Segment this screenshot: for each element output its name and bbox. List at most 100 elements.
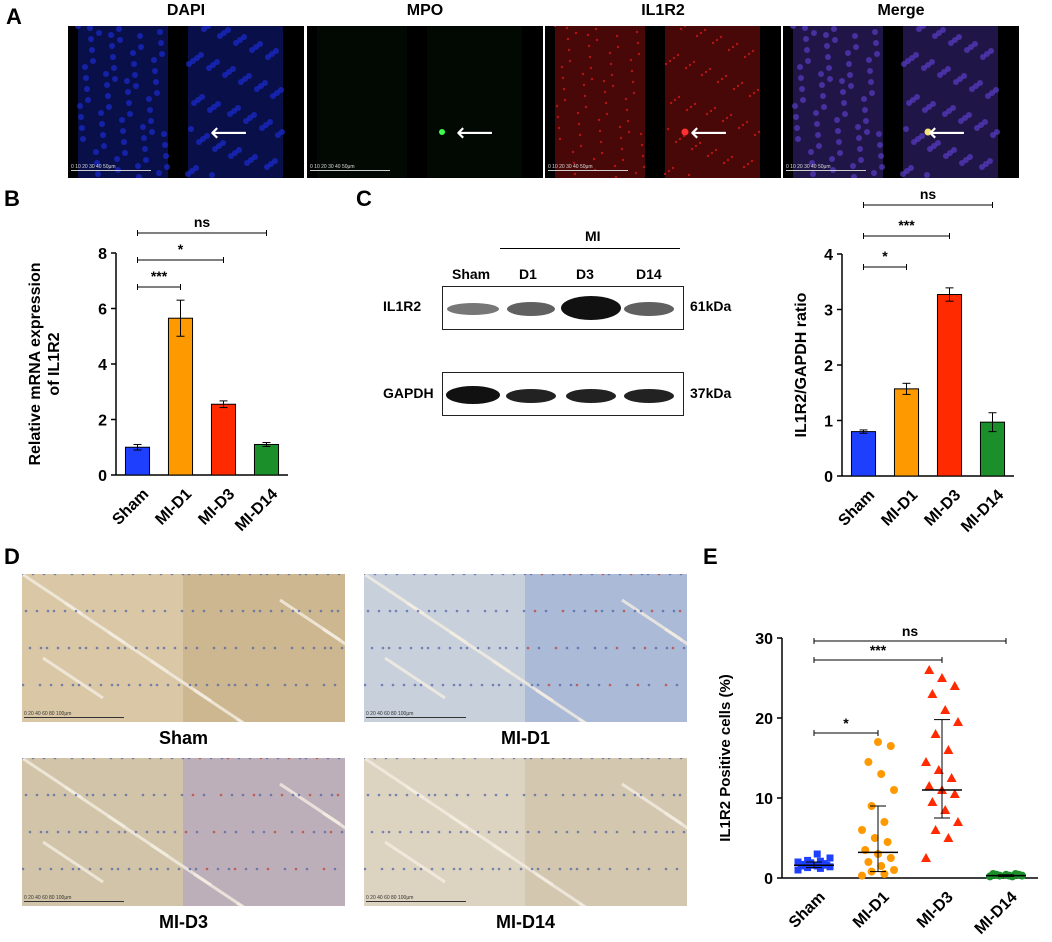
y-tick-label: 10 — [755, 791, 773, 808]
tissue-strip — [555, 26, 645, 178]
cell-nucleus — [547, 867, 551, 871]
cell-nucleus — [117, 830, 121, 834]
cell-nucleus — [675, 683, 679, 687]
cell-nucleus — [195, 830, 199, 834]
nucleus-dot — [736, 84, 740, 88]
nucleus-dot — [916, 26, 922, 32]
cell-nucleus — [416, 793, 420, 797]
cell-nucleus — [60, 867, 64, 871]
cell-nucleus — [110, 867, 114, 871]
nucleus-dot — [924, 172, 930, 178]
nucleus-dot — [757, 130, 761, 134]
cell-nucleus — [640, 574, 644, 576]
cell-nucleus — [575, 683, 579, 687]
cell-nucleus — [195, 646, 199, 650]
cell-nucleus — [113, 609, 117, 613]
ihc-label-mi-d1: MI-D1 — [501, 728, 550, 748]
cell-nucleus — [159, 574, 163, 576]
data-point — [874, 738, 882, 746]
fluor-texture — [75, 26, 285, 178]
ihc-image-mi-d1: 0 20 40 60 80 100μm — [364, 574, 687, 722]
nucleus-dot — [730, 155, 734, 159]
scale-bar: 0 20 40 60 80 100μm — [366, 711, 466, 718]
tissue-gap — [384, 840, 446, 884]
cell-nucleus — [78, 646, 82, 650]
nucleus-dot — [111, 65, 117, 71]
cell-nucleus — [251, 646, 255, 650]
nucleus-dot — [732, 87, 736, 91]
nucleus-dot — [191, 100, 197, 106]
cell-nucleus — [99, 683, 103, 687]
cell-nucleus — [476, 830, 480, 834]
nucleus-dot — [790, 26, 796, 29]
nucleus-dot — [149, 129, 155, 135]
cell-nucleus — [188, 683, 192, 687]
nucleus-dot — [153, 79, 159, 85]
cell-nucleus — [163, 609, 167, 613]
cell-nucleus — [576, 646, 580, 650]
nucleus-dot — [906, 100, 912, 106]
nucleus-dot — [751, 49, 755, 53]
cell-nucleus — [91, 609, 95, 613]
cell-nucleus — [640, 758, 644, 760]
cell-nucleus — [448, 646, 452, 650]
data-point — [930, 729, 941, 738]
nucleus-dot — [206, 65, 212, 71]
sig-label: * — [178, 241, 184, 257]
cell-nucleus — [395, 758, 399, 760]
cell-nucleus — [569, 867, 573, 871]
cell-nucleus — [220, 758, 224, 760]
cell-nucleus — [466, 793, 470, 797]
nucleus-dot — [207, 107, 213, 113]
nucleus-dot — [112, 76, 118, 82]
cell-nucleus — [216, 683, 220, 687]
cell-nucleus — [629, 574, 633, 576]
nucleus-dot — [704, 70, 708, 74]
cell-nucleus — [52, 793, 56, 797]
nucleus-dot — [876, 131, 882, 137]
nucleus-dot — [827, 76, 833, 82]
cell-nucleus — [159, 758, 163, 760]
cell-nucleus — [181, 574, 185, 576]
y-tick-label: 30 — [755, 631, 773, 648]
cell-nucleus — [604, 646, 608, 650]
y-axis-label: IL1R2/GAPDH ratio — [793, 292, 810, 437]
nucleus-dot — [555, 104, 559, 108]
nucleus-dot — [877, 142, 883, 148]
cell-nucleus — [562, 574, 566, 576]
cell-nucleus — [469, 867, 473, 871]
cell-nucleus — [381, 646, 385, 650]
cell-nucleus — [579, 758, 583, 760]
nucleus-dot — [602, 79, 606, 83]
cell-nucleus — [547, 683, 551, 687]
nucleus-dot — [110, 54, 116, 60]
cell-nucleus — [561, 609, 565, 613]
data-point — [933, 765, 944, 774]
data-point — [858, 826, 866, 834]
cell-nucleus — [551, 758, 555, 760]
cell-nucleus — [116, 683, 120, 687]
blot-gapdh-bands — [446, 386, 674, 404]
cell-nucleus — [42, 574, 46, 576]
nucleus-dot — [127, 111, 133, 117]
cell-nucleus — [632, 646, 636, 650]
cell-nucleus — [647, 683, 651, 687]
cell-nucleus — [333, 867, 337, 871]
nucleus-dot — [922, 107, 928, 113]
nucleus-dot — [158, 40, 164, 46]
cell-nucleus — [71, 683, 75, 687]
cell-nucleus — [113, 793, 117, 797]
nucleus-dot — [980, 54, 986, 60]
data-point — [813, 850, 821, 858]
cell-nucleus — [451, 758, 455, 760]
bar-mi-d14 — [253, 443, 280, 476]
cell-nucleus — [672, 609, 676, 613]
nucleus-dot — [89, 47, 95, 53]
blot-size-gapdh: 37kDa — [690, 385, 732, 401]
cell-nucleus — [494, 793, 498, 797]
nucleus-dot — [834, 117, 840, 123]
cell-nucleus — [322, 867, 326, 871]
nucleus-dot — [679, 27, 683, 31]
nucleus-dot — [805, 58, 811, 64]
cell-nucleus — [67, 646, 71, 650]
